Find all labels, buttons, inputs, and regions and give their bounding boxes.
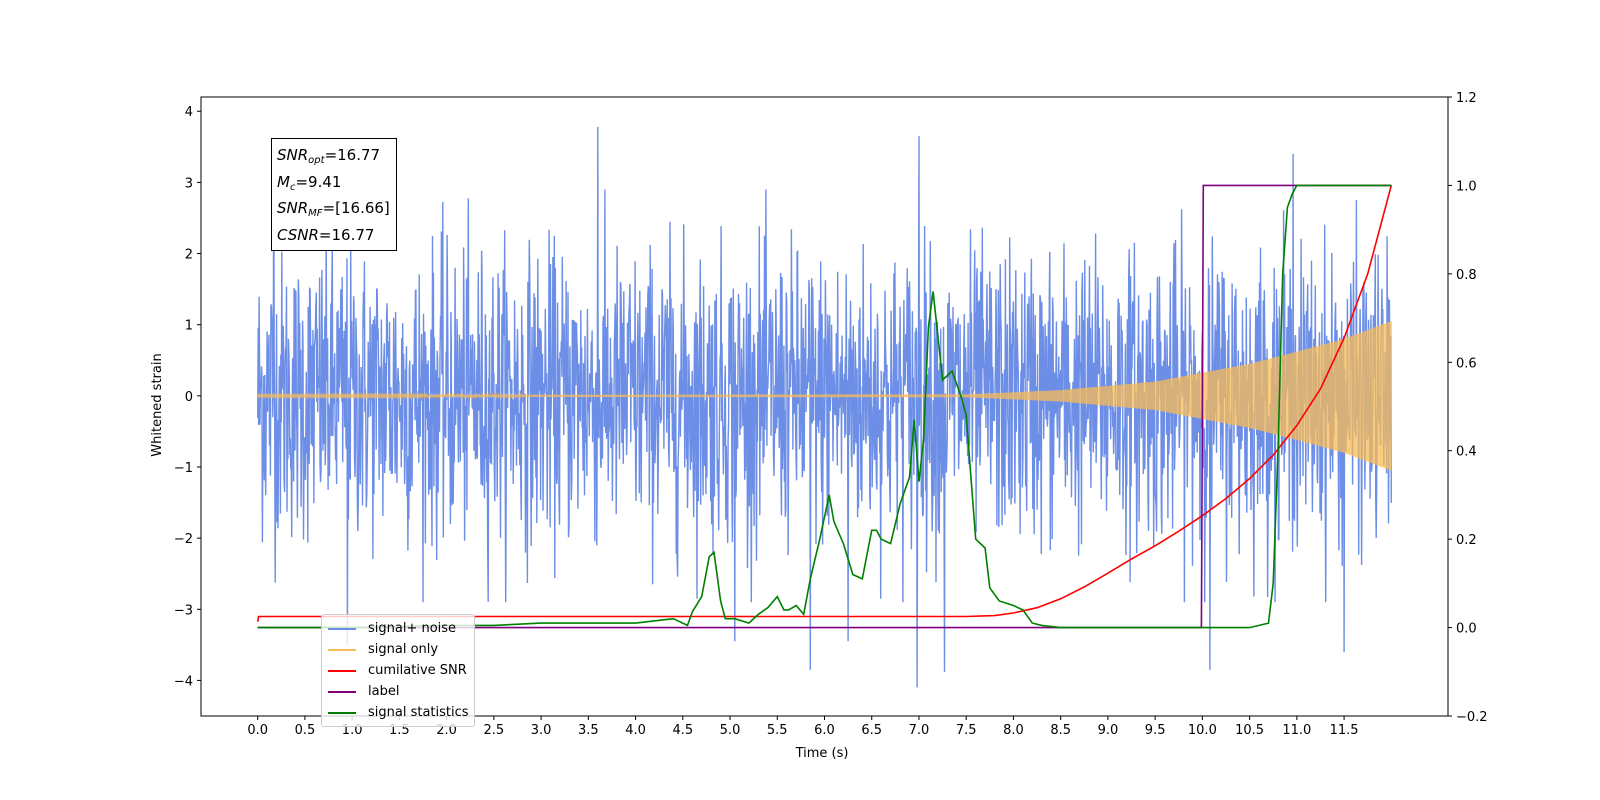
legend-label: signal+ noise	[368, 621, 457, 636]
y2-tick-label: 0.4	[1456, 445, 1477, 460]
series-cumilative-snr	[256, 185, 1393, 622]
x-tick-label: 7.5	[956, 723, 977, 738]
x-tick-label: 10.5	[1235, 723, 1264, 738]
y-tick-label: 4	[185, 105, 193, 120]
x-tick-label: 8.5	[1050, 723, 1071, 738]
y-tick-label: −1	[174, 461, 193, 476]
x-tick-label: 4.0	[625, 723, 646, 738]
y2-tick-label: 1.0	[1456, 179, 1477, 194]
legend-item-signal-noise: signal+ noise	[328, 618, 469, 639]
x-tick-label: 11.5	[1330, 723, 1359, 738]
legend-label: label	[368, 684, 400, 699]
y-tick-label: 1	[185, 319, 193, 334]
y-tick-label: −3	[174, 603, 193, 618]
annotation-snr-mf: SNRMF=[16.66]	[277, 199, 390, 219]
legend-swatch-cumulative-snr	[328, 669, 356, 672]
x-tick-label: 11.0	[1282, 723, 1311, 738]
legend-item-signal-statistics: signal statistics	[328, 702, 469, 723]
x-tick-label: 3.0	[531, 723, 552, 738]
x-tick-label: 6.5	[861, 723, 882, 738]
y2-tick-label: 0.6	[1456, 356, 1477, 371]
y-tick-label: 2	[185, 248, 193, 263]
x-tick-label: 10.0	[1188, 723, 1217, 738]
legend-item-signal-only: signal only	[328, 639, 469, 660]
annotation-csnr: CSNR=16.77	[277, 225, 375, 244]
x-tick-label: 8.0	[1003, 723, 1024, 738]
legend-label: cumilative SNR	[368, 663, 467, 678]
annotation-chirp-mass: Mc=9.41	[277, 172, 342, 193]
legend-label: signal statistics	[368, 705, 469, 720]
y2-tick-label: −0.2	[1456, 710, 1488, 725]
x-tick-label: 6.0	[814, 723, 835, 738]
y2-tick-label: 0.0	[1456, 622, 1477, 637]
x-tick-label: 9.5	[1145, 723, 1166, 738]
x-tick-label: 0.5	[295, 723, 316, 738]
y2-tick-label: 0.2	[1456, 533, 1477, 548]
legend-swatch-label	[328, 690, 356, 693]
x-tick-label: 7.0	[909, 723, 930, 738]
legend-swatch-signal-only	[328, 648, 356, 651]
y-axis-label: Whitened strain	[150, 353, 165, 456]
legend-label: signal only	[368, 642, 439, 657]
snr-annotation-box: SNRopt=16.77 Mc=9.41 SNRMF=[16.66] CSNR=…	[271, 138, 397, 251]
x-tick-label: 3.5	[578, 723, 599, 738]
legend-swatch-signal-statistics	[328, 711, 356, 714]
y-tick-label: 0	[185, 390, 193, 405]
series-signal-statistics	[257, 184, 1392, 629]
y-tick-label: −4	[174, 674, 193, 689]
y2-tick-label: 1.2	[1456, 91, 1477, 106]
legend-item-cumulative-snr: cumilative SNR	[328, 660, 469, 681]
y2-tick-label: 0.8	[1456, 268, 1477, 283]
annotation-snr-opt: SNRopt=16.77	[277, 146, 381, 166]
legend-item-label: label	[328, 681, 469, 702]
y-tick-label: 3	[185, 176, 193, 191]
legend-swatch-signal-noise	[328, 627, 356, 630]
y-tick-label: −2	[174, 532, 193, 547]
x-tick-label: 2.5	[484, 723, 505, 738]
x-tick-label: 5.5	[767, 723, 788, 738]
x-tick-label: 4.5	[672, 723, 693, 738]
x-tick-label: 9.0	[1098, 723, 1119, 738]
chart-legend: signal+ noise signal only cumilative SNR…	[321, 614, 475, 727]
x-tick-label: 5.0	[720, 723, 741, 738]
series-label	[257, 184, 1392, 629]
x-axis-label: Time (s)	[795, 746, 849, 761]
x-tick-label: 0.0	[247, 723, 268, 738]
